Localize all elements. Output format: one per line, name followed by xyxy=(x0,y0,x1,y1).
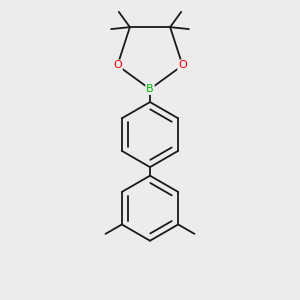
Text: O: O xyxy=(113,60,122,70)
Text: B: B xyxy=(146,84,154,94)
Text: O: O xyxy=(178,60,187,70)
